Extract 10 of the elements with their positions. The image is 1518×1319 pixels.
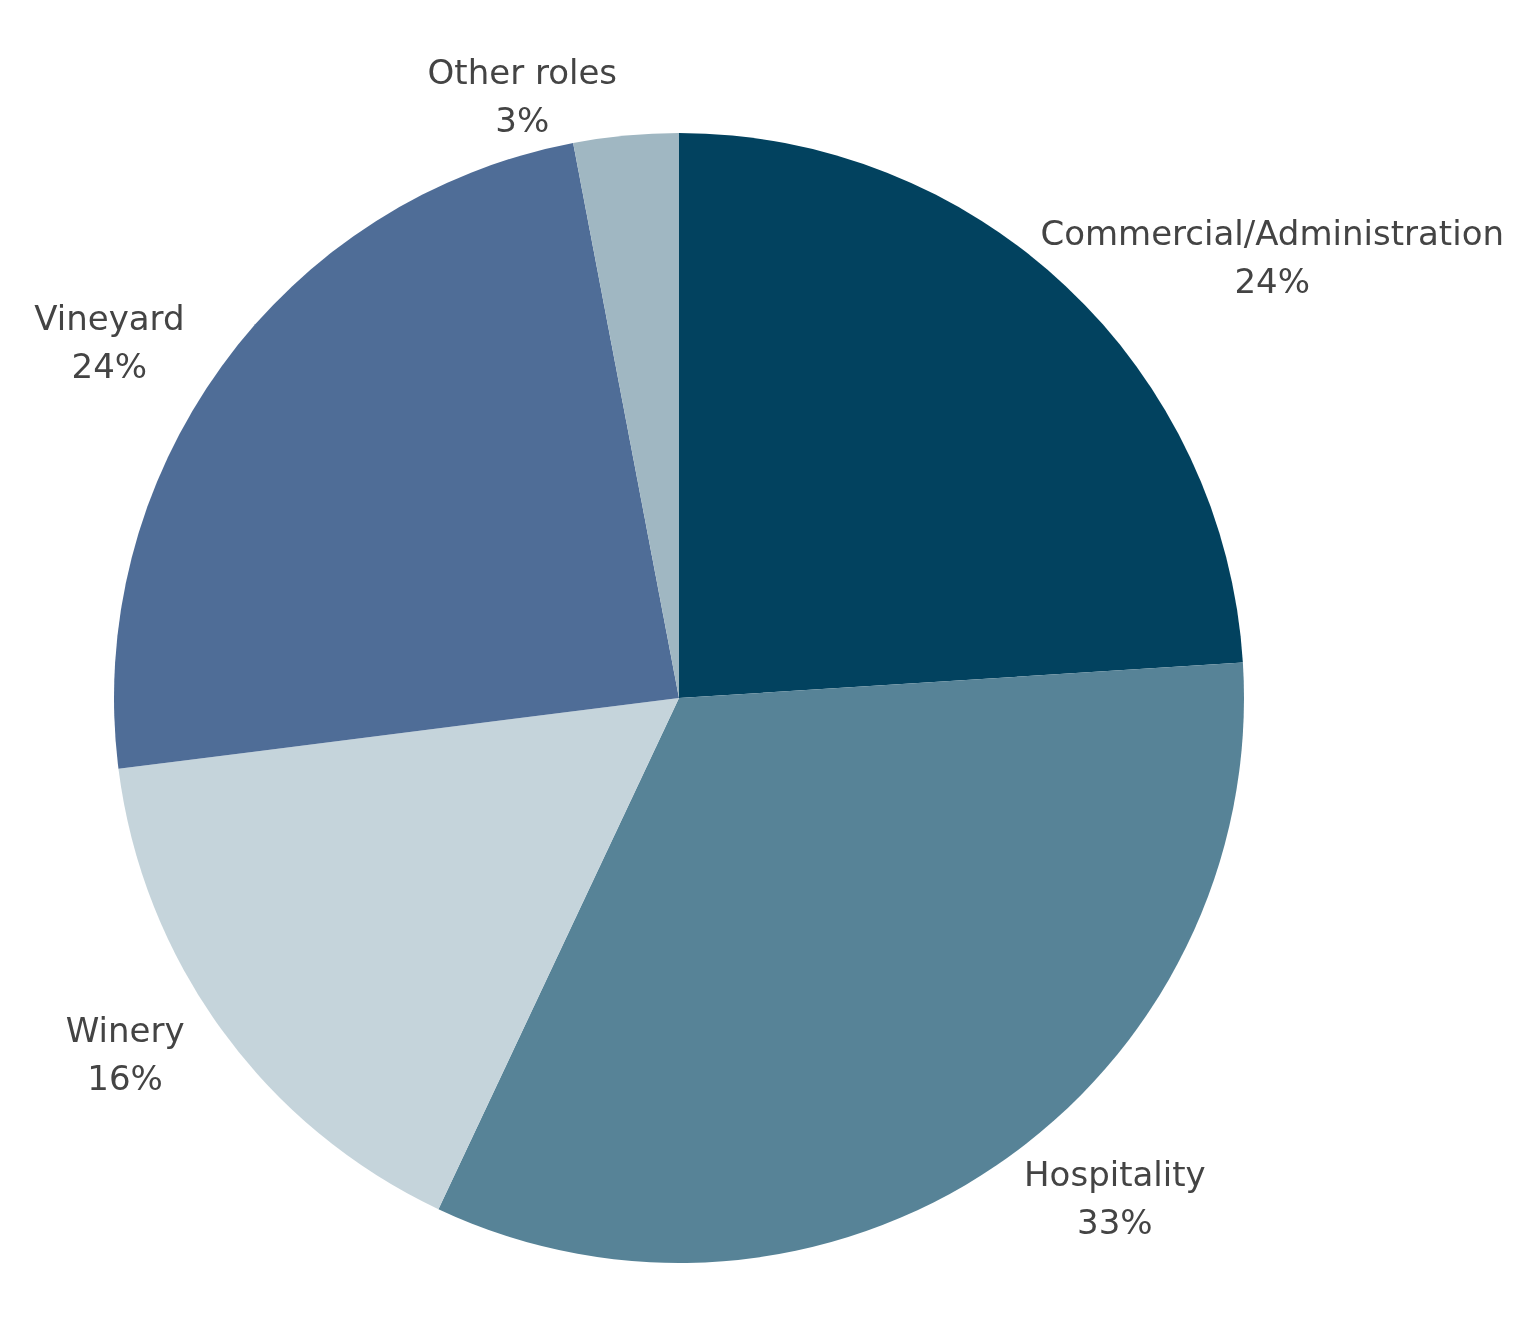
data-label: 24% (1234, 260, 1310, 301)
slice-label: Winery (65, 1009, 185, 1050)
slice-label: Other roles (427, 51, 618, 92)
slice-label: Commercial/Administration (1040, 212, 1505, 253)
data-label: 24% (71, 346, 148, 387)
slice-label: Vineyard (34, 298, 185, 339)
data-label: 33% (1077, 1202, 1153, 1243)
data-label: 3% (495, 99, 550, 140)
data-label: 16% (87, 1057, 163, 1098)
slice-label: Hospitality (1024, 1154, 1206, 1195)
